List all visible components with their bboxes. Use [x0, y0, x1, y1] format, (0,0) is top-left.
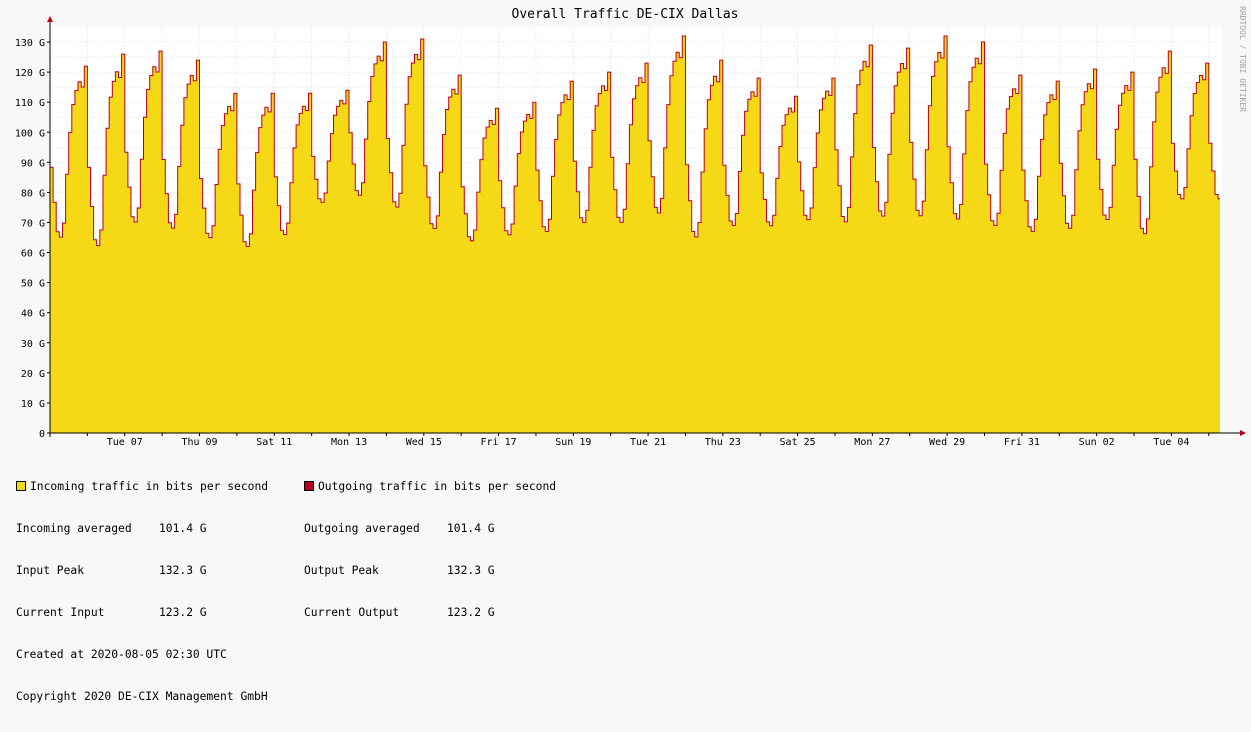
input-peak-label: Input Peak: [16, 564, 85, 577]
x-tick-label: Sun 19: [555, 437, 591, 448]
y-tick-label: 50 G: [21, 279, 45, 290]
x-tick-label: Tue 07: [107, 437, 143, 448]
outgoing-averaged-label: Outgoing averaged: [304, 522, 420, 535]
x-tick-label: Tue 21: [630, 437, 666, 448]
outgoing-label: Outgoing traffic in bits per second: [318, 480, 557, 493]
y-tick-label: 0: [39, 429, 45, 440]
outgoing-averaged-value: 101.4 G: [447, 522, 495, 535]
x-tick-label: Thu 23: [705, 437, 741, 448]
incoming-averaged-label: Incoming averaged: [16, 522, 132, 535]
y-tick-label: 60 G: [21, 249, 45, 260]
created-at: Created at 2020-08-05 02:30 UTC: [16, 648, 227, 661]
y-axis-ticks: 0 10 G 20 G 30 G 40 G 50 G 60 G 70 G 80 G 90 G 100…: [15, 38, 50, 440]
current-output-row: Current Output 123.2 G: [304, 606, 594, 620]
x-axis-ticks: Tue 07 Thu 09 Sat 11 Mon 13 Wed 15 Fri 17 Sun …: [49, 433, 1210, 448]
y-tick-label: 130 G: [15, 38, 45, 49]
outgoing-averaged-row: Outgoing averaged 101.4 G: [304, 522, 594, 536]
current-output-label: Current Output: [304, 606, 400, 619]
current-input-value: 123.2 G: [159, 606, 207, 619]
x-tick-label: Fri 17: [480, 437, 516, 448]
traffic-chart: Overall Traffic DE-CIX Dallas RRDTOOL / …: [15, 6, 1247, 448]
x-axis-arrow: [1240, 430, 1246, 436]
x-tick-label: Wed 15: [406, 437, 442, 448]
y-tick-label: 110 G: [15, 98, 45, 109]
incoming-averaged-value: 101.4 G: [159, 522, 207, 535]
y-tick-label: 10 G: [21, 399, 45, 410]
rrdtool-watermark: RRDTOOL / TOBI OETIKER: [1238, 6, 1247, 112]
axes: [47, 16, 1246, 437]
legend-incoming-entry: Incoming traffic in bits per second: [16, 480, 306, 494]
y-tick-label: 90 G: [21, 158, 45, 169]
x-tick-label: Mon 13: [331, 437, 367, 448]
x-tick-label: Sat 25: [780, 437, 816, 448]
x-tick-label: Thu 09: [181, 437, 217, 448]
legend-incoming-column: Incoming traffic in bits per second Inco…: [16, 452, 306, 732]
output-peak-value: 132.3 G: [447, 564, 495, 577]
incoming-traffic-area: [50, 36, 1220, 433]
x-tick-label: Tue 04: [1153, 437, 1189, 448]
output-peak-label: Output Peak: [304, 564, 379, 577]
y-tick-label: 20 G: [21, 369, 45, 380]
legend: Incoming traffic in bits per second Inco…: [16, 452, 556, 703]
y-tick-label: 120 G: [15, 68, 45, 79]
outgoing-traffic-line: [50, 35, 1220, 247]
outgoing-swatch: [304, 481, 314, 491]
x-tick-label: Mon 27: [854, 437, 890, 448]
input-peak-row: Input Peak 132.3 G: [16, 564, 306, 578]
incoming-label: Incoming traffic in bits per second: [30, 480, 269, 493]
incoming-swatch: [16, 481, 26, 491]
y-axis-arrow: [47, 16, 53, 22]
chart-title: Overall Traffic DE-CIX Dallas: [512, 7, 739, 22]
legend-outgoing-column: Outgoing traffic in bits per second Outg…: [304, 452, 594, 648]
input-peak-value: 132.3 G: [159, 564, 207, 577]
y-tick-label: 100 G: [15, 128, 45, 139]
y-tick-label: 70 G: [21, 218, 45, 229]
current-input-label: Current Input: [16, 606, 105, 619]
copyright: Copyright 2020 DE-CIX Management GmbH: [16, 690, 268, 703]
current-input-row: Current Input 123.2 G: [16, 606, 306, 620]
x-tick-label: Wed 29: [929, 437, 965, 448]
incoming-averaged-row: Incoming averaged 101.4 G: [16, 522, 306, 536]
y-tick-label: 40 G: [21, 309, 45, 320]
legend-outgoing-entry: Outgoing traffic in bits per second: [304, 480, 594, 494]
x-tick-label: Sat 11: [256, 437, 292, 448]
x-tick-label: Sun 02: [1079, 437, 1115, 448]
current-output-value: 123.2 G: [447, 606, 495, 619]
y-tick-label: 30 G: [21, 339, 45, 350]
x-tick-label: Fri 31: [1004, 437, 1040, 448]
output-peak-row: Output Peak 132.3 G: [304, 564, 594, 578]
y-tick-label: 80 G: [21, 188, 45, 199]
